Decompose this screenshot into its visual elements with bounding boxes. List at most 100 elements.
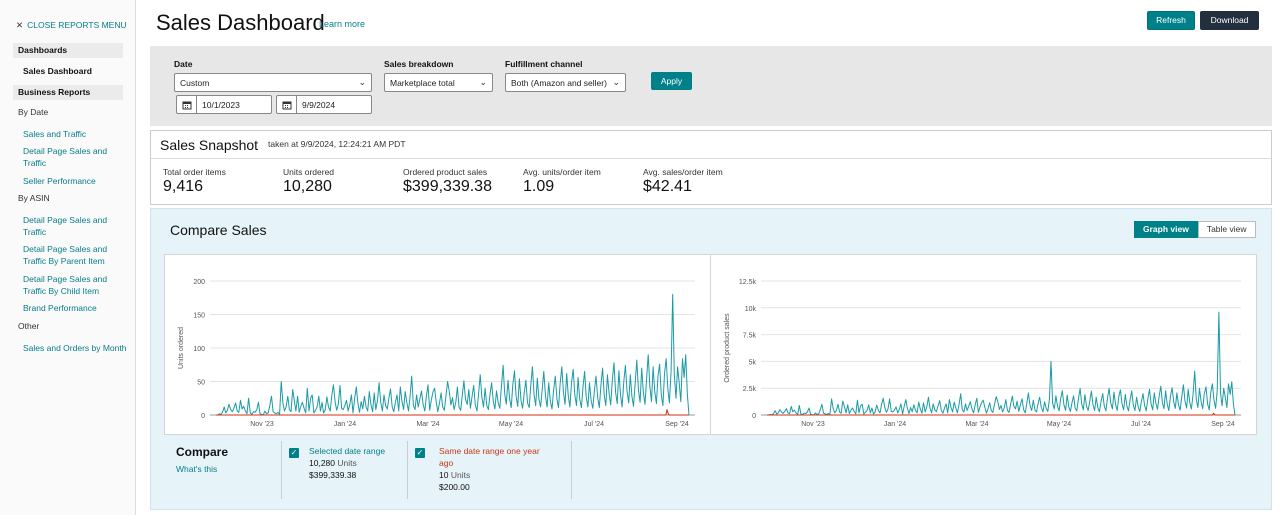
reports-sidebar: ✕ CLOSE REPORTS MENU Dashboards Sales Das… — [0, 0, 136, 515]
apply-button[interactable]: Apply — [651, 72, 692, 90]
close-reports-menu-button[interactable]: ✕ CLOSE REPORTS MENU — [16, 20, 127, 30]
y-axis-label: Units ordered — [178, 327, 185, 369]
date-label: Date — [174, 59, 193, 69]
y-tick-label: 150 — [193, 313, 205, 320]
sidebar-label-by-asin: By ASIN — [18, 193, 50, 203]
sales-breakdown-label: Sales breakdown — [384, 59, 454, 69]
close-icon: ✕ — [16, 20, 24, 30]
x-tick-label: Sep '24 — [1211, 421, 1235, 428]
metric-avg-sales-per-order-item: Avg. sales/order item $42.41 — [643, 167, 723, 195]
compare-legend: Compare What's this ✓ Selected date rang… — [151, 441, 1271, 503]
selected-range-sales: $399,339.38 — [309, 470, 357, 480]
sidebar-item-brand-performance[interactable]: Brand Performance — [23, 303, 97, 313]
x-tick-label: Jan '24 — [334, 421, 356, 428]
snapshot-title: Sales Snapshot — [160, 137, 259, 153]
y-tick-label: 10k — [745, 306, 757, 313]
series-line-previous — [767, 412, 1235, 416]
date-range-select[interactable]: Custom ⌄ — [174, 73, 372, 92]
chevron-down-icon: ⌄ — [612, 77, 620, 87]
sidebar-item-sales-dashboard[interactable]: Sales Dashboard — [23, 66, 92, 76]
whats-this-link[interactable]: What's this — [176, 464, 218, 474]
sidebar-item-sales-orders-by-month[interactable]: Sales and Orders by Month — [23, 343, 127, 353]
sidebar-header-business-reports: Business Reports — [13, 85, 123, 100]
ordered-product-sales-chart: 0 2.5k 5k 7.5k 10k 12.5k Ordered product sales… — [710, 254, 1257, 435]
series-line-selected — [216, 293, 690, 416]
units-ordered-chart: 0 50 100 150 200 Units ordered Nov '23 Jan '24 M… — [164, 254, 711, 435]
x-tick-label: Nov '23 — [801, 421, 825, 428]
sales-snapshot-panel: Sales Snapshot taken at 9/9/2024, 12:24:… — [150, 130, 1272, 205]
y-tick-label: 200 — [193, 279, 205, 286]
selected-range-checkbox[interactable]: ✓ — [289, 448, 299, 458]
x-tick-label: Mar '24 — [965, 421, 988, 428]
y-tick-label: 50 — [197, 380, 205, 387]
filter-bar: Date Custom ⌄ 10/1/2023 9/9/2024 Sales b… — [150, 46, 1272, 126]
calendar-icon[interactable] — [277, 96, 297, 113]
ordered-product-sales-chart-svg: 0 2.5k 5k 7.5k 10k 12.5k Ordered product sales… — [724, 279, 1241, 428]
x-tick-label: Jul '24 — [584, 421, 604, 428]
y-tick-label: 12.5k — [739, 279, 757, 286]
sales-breakdown-select[interactable]: Marketplace total ⌄ — [384, 73, 493, 92]
units-ordered-chart-svg: 0 50 100 150 200 Units ordered Nov '23 Jan '24 M… — [178, 279, 695, 428]
divider — [407, 441, 408, 499]
selected-range-label: Selected date range — [309, 446, 386, 456]
sidebar-header-dashboards: Dashboards — [13, 43, 123, 58]
sidebar-item-seller-performance[interactable]: Seller Performance — [23, 176, 96, 186]
sidebar-label-by-date: By Date — [18, 107, 49, 117]
checkmark-icon: ✓ — [290, 448, 298, 457]
y-axis-label: Ordered product sales — [724, 313, 731, 383]
previous-range-sales: $200.00 — [439, 482, 470, 492]
x-tick-label: Jul '24 — [1131, 421, 1151, 428]
previous-range-label: Same date range one year ago — [439, 446, 540, 468]
start-date-field[interactable]: 10/1/2023 — [176, 95, 272, 114]
series-line-selected — [767, 311, 1236, 416]
chevron-down-icon: ⌄ — [358, 77, 366, 87]
divider — [281, 441, 282, 499]
y-tick-label: 7.5k — [743, 333, 757, 340]
page-title: Sales Dashboard — [156, 10, 325, 35]
metric-ordered-product-sales: Ordered product sales $399,339.38 — [403, 167, 492, 195]
divider — [571, 441, 572, 499]
chevron-down-icon: ⌄ — [479, 77, 487, 87]
fulfillment-channel-label: Fulfillment channel — [505, 59, 583, 69]
view-toggle: Graph view Table view — [1134, 221, 1256, 238]
calendar-icon[interactable] — [177, 96, 197, 113]
metric-avg-units-per-order-item: Avg. units/order item 1.09 — [523, 167, 601, 195]
y-tick-label: 100 — [193, 346, 205, 353]
y-tick-label: 2.5k — [743, 386, 757, 393]
x-tick-label: Sep '24 — [665, 421, 689, 428]
fulfillment-channel-select[interactable]: Both (Amazon and seller) ⌄ — [505, 73, 626, 92]
learn-more-link[interactable]: Learn more — [319, 19, 366, 29]
sidebar-item-asin-parent-item[interactable]: Detail Page Sales and Traffic By Parent … — [23, 244, 108, 266]
compare-legend-title: Compare — [176, 445, 229, 459]
x-tick-label: Nov '23 — [250, 421, 274, 428]
download-button[interactable]: Download — [1200, 11, 1259, 30]
x-tick-label: Mar '24 — [416, 421, 439, 428]
sidebar-item-asin-detail-page[interactable]: Detail Page Sales and Traffic — [23, 215, 108, 237]
sidebar-item-detail-page-sales-traffic[interactable]: Detail Page Sales and Traffic — [23, 146, 108, 168]
x-tick-label: Jan '24 — [884, 421, 906, 428]
end-date-field[interactable]: 9/9/2024 — [276, 95, 372, 114]
y-tick-label: 0 — [201, 413, 205, 420]
y-tick-label: 5k — [749, 359, 757, 366]
series-line-previous — [216, 409, 689, 416]
sidebar-item-asin-child-item[interactable]: Detail Page Sales and Traffic By Child I… — [23, 274, 108, 296]
main-content: Sales Dashboard Learn more Refresh Downl… — [136, 0, 1280, 515]
previous-range-units: 10 Units — [439, 470, 471, 480]
divider — [151, 158, 1271, 159]
table-view-button[interactable]: Table view — [1197, 221, 1256, 238]
sidebar-item-sales-and-traffic[interactable]: Sales and Traffic — [23, 129, 87, 139]
compare-sales-title: Compare Sales — [170, 222, 267, 238]
metric-total-order-items: Total order items 9,416 — [163, 167, 226, 195]
sidebar-label-other: Other — [18, 321, 40, 331]
previous-range-checkbox[interactable]: ✓ — [415, 448, 425, 458]
y-tick-label: 0 — [752, 413, 756, 420]
selected-range-units: 10,280 Units — [309, 458, 357, 468]
x-tick-label: May '24 — [1047, 421, 1071, 428]
snapshot-timestamp: taken at 9/9/2024, 12:24:21 AM PDT — [268, 139, 406, 149]
graph-view-button[interactable]: Graph view — [1134, 221, 1198, 238]
checkmark-icon: ✓ — [416, 448, 424, 457]
x-tick-label: May '24 — [499, 421, 523, 428]
metric-units-ordered: Units ordered 10,280 — [283, 167, 335, 195]
compare-sales-panel: Compare Sales Graph view Table view 0 50 1… — [150, 208, 1272, 510]
refresh-button[interactable]: Refresh — [1147, 11, 1195, 30]
